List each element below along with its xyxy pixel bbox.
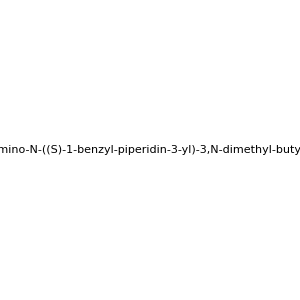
Text: (S)-2-Amino-N-((S)-1-benzyl-piperidin-3-yl)-3,N-dimethyl-butyramide: (S)-2-Amino-N-((S)-1-benzyl-piperidin-3-… bbox=[0, 145, 300, 155]
